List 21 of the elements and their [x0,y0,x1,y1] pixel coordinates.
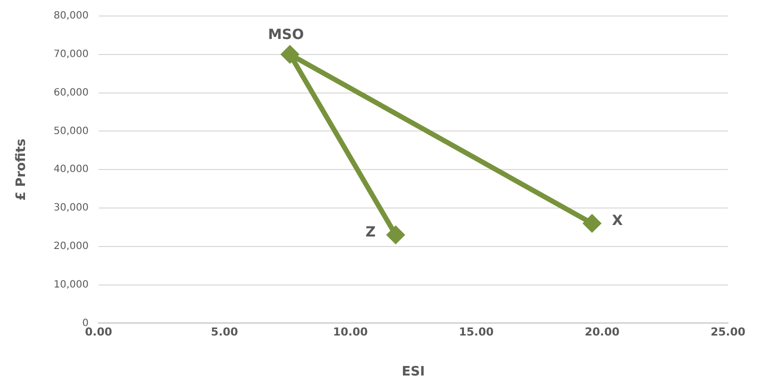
point [387,226,404,244]
annotation: MSO [268,27,304,44]
point [281,46,298,63]
y-tick-label: 80,000 [54,10,89,22]
point [584,214,601,232]
y-tick-label: 30,000 [54,202,89,214]
y-tick-label: 60,000 [54,87,89,98]
y-tick-label: 40,000 [54,164,89,176]
x-tick-label: 5.00 [210,326,238,339]
annotation: Z [366,224,376,241]
x-tick-label: 25.00 [710,326,746,339]
y-tick-label: 70,000 [54,48,89,60]
annotation: X [612,213,624,229]
x-tick-label: 15.00 [458,326,494,339]
x-tick-label: 20.00 [584,326,620,339]
x-tick-label: 10.00 [332,326,368,339]
y-tick-label: 50,000 [54,126,89,137]
y-axis-title: £ Profits [14,138,30,201]
y-tick-label: 20,000 [54,240,89,252]
y-tick-label: 10,000 [54,279,89,290]
x-axis-title: ESI [402,364,425,380]
